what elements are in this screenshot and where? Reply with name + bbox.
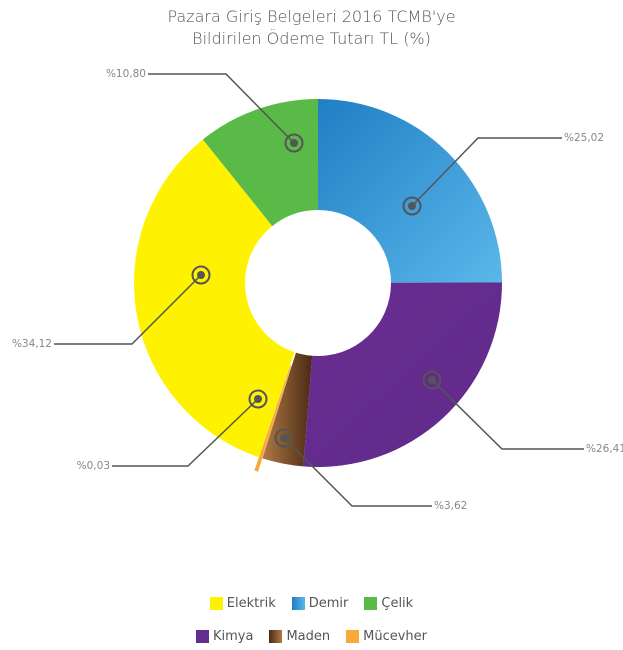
legend-row-1: Elektrik Demir Çelik (0, 596, 623, 611)
callout-marker-dot-kimya (428, 376, 436, 384)
legend-item-kimya[interactable]: Kimya (195, 629, 254, 644)
callout-marker-dot-çelik (290, 139, 298, 147)
legend-item-maden[interactable]: Maden (269, 629, 330, 644)
slice-kimya[interactable] (303, 282, 503, 467)
callout-marker-ring-elektrik (191, 265, 211, 285)
legend-item-demir[interactable]: Demir (291, 596, 349, 611)
data-label-kimya: %26,41 (586, 443, 623, 455)
callout-marker-dot-maden (280, 434, 288, 442)
callout-line-maden (283, 437, 432, 507)
callout-marker-dot-demir (408, 202, 416, 210)
callout-marker-ring-demir (402, 196, 422, 216)
legend-item-mucevher[interactable]: Mücevher (346, 629, 427, 644)
callout-line-mücevher (112, 398, 259, 467)
callouts: %25,02 %26,41 %3,62 %0,03 %34,12 %10,80 (12, 68, 623, 512)
legend-item-elektrik[interactable]: Elektrik (209, 596, 276, 611)
data-label-elektrik: %34,12 (12, 338, 52, 350)
callout-line-demir (411, 137, 562, 207)
data-label-maden: %3,62 (434, 500, 467, 512)
data-label-mücevher: %0,03 (77, 460, 110, 472)
callout-line-elektrik (54, 274, 202, 345)
callout-marker-dot-elektrik (197, 271, 205, 279)
slice-demir[interactable] (318, 99, 502, 283)
data-label-demir: %25,02 (564, 132, 604, 144)
chart-title-line-1: Pazara Giriş Belgeleri 2016 TCMB'ye (167, 7, 455, 26)
slice-elektrik[interactable] (134, 139, 295, 458)
legend-swatch-celik (364, 597, 378, 610)
callout-marker-ring-mücevher (248, 389, 268, 409)
legend-swatch-elektrik (209, 597, 223, 610)
callout-marker-ring-çelik (284, 133, 304, 153)
data-label-çelik: %10,80 (106, 68, 146, 80)
legend-label-demir: Demir (308, 596, 349, 611)
legend-label-mucevher: Mücevher (363, 629, 428, 644)
callout-marker-ring-maden (274, 428, 294, 448)
legend-label-kimya: Kimya (212, 629, 254, 644)
callout-line-kimya (431, 379, 584, 450)
donut-slices (134, 99, 503, 472)
callout-marker-dot-mücevher (254, 395, 262, 403)
legend-row-2: Kimya Maden Mücevher (0, 629, 623, 644)
legend-label-maden: Maden (286, 629, 331, 644)
callout-marker-ring-kimya (422, 370, 442, 390)
legend-label-celik: Çelik (381, 596, 414, 611)
slice-mücevher[interactable] (254, 365, 292, 472)
callout-line-çelik (148, 73, 295, 144)
legend-item-celik[interactable]: Çelik (364, 596, 413, 611)
legend-swatch-kimya (195, 630, 209, 643)
legend-swatch-demir (291, 597, 305, 610)
chart-title-line-2: Bildirilen Ödeme Tutarı TL (%) (192, 29, 431, 48)
legend-label-elektrik: Elektrik (226, 596, 276, 611)
legend-swatch-maden (269, 630, 283, 643)
slice-çelik[interactable] (202, 99, 318, 227)
legend-swatch-mucevher (346, 630, 360, 643)
